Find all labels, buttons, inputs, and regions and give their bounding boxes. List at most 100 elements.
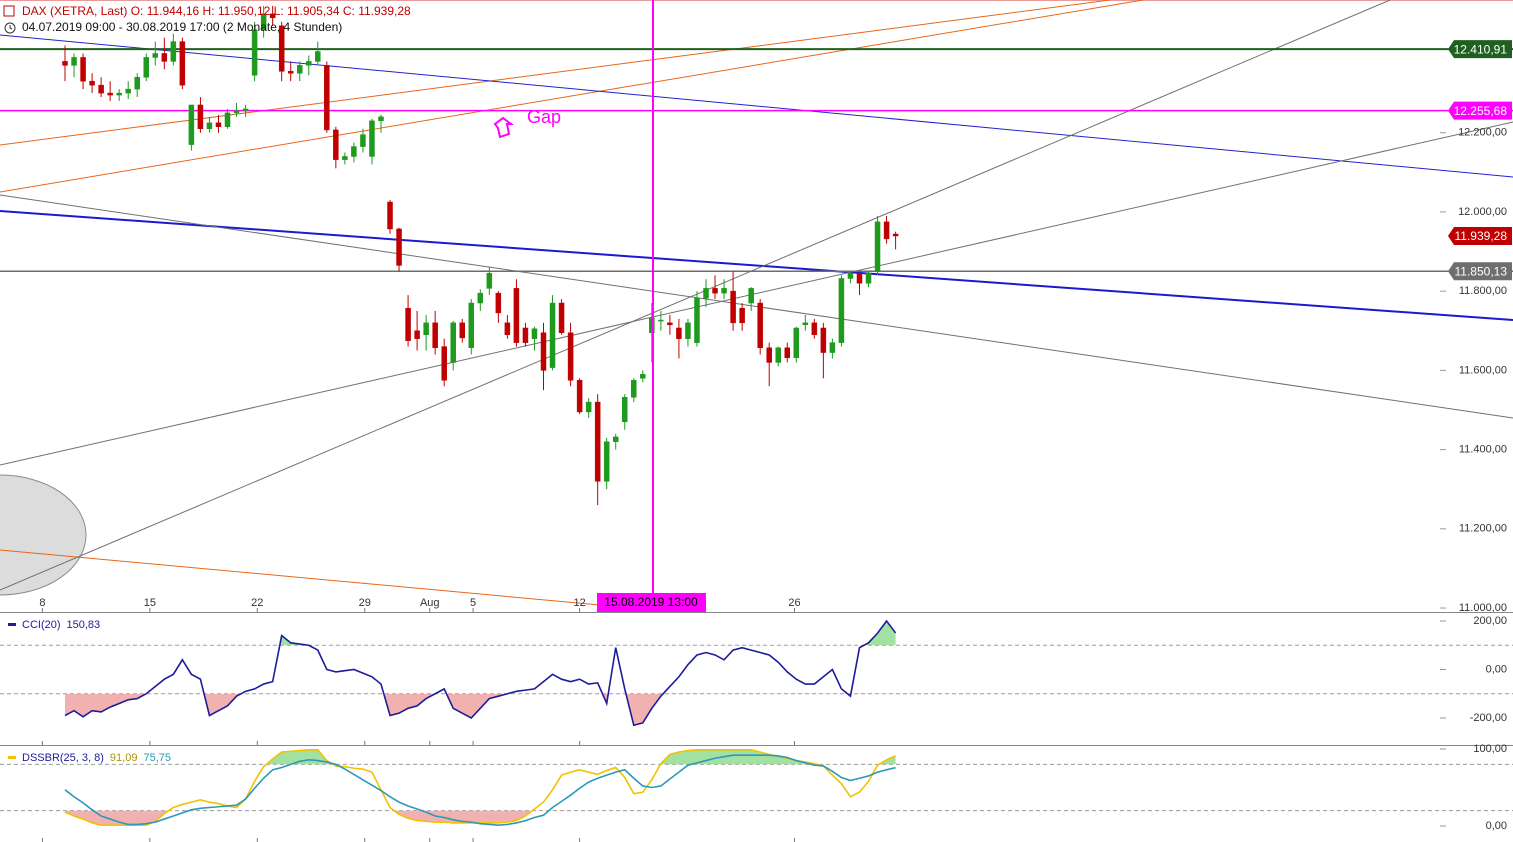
candle-body — [441, 346, 447, 381]
candle-body — [62, 61, 68, 66]
x-tick-label: 15 — [144, 597, 156, 609]
candle-body — [847, 273, 854, 279]
x-tick-label: 26 — [788, 597, 800, 609]
candle-body — [116, 92, 122, 96]
x-tick-label: 5 — [470, 597, 476, 609]
candle-body — [296, 65, 303, 74]
trend-line — [0, 549, 601, 606]
band-fill — [65, 693, 896, 726]
candle-body — [540, 332, 547, 371]
candle-body — [766, 347, 772, 363]
y-tick-label: 100,00 — [1473, 743, 1507, 755]
candle-body — [712, 288, 718, 294]
candle-body — [802, 322, 809, 326]
legend-label: DSSBR(25, 3, 8) — [22, 752, 104, 764]
candle-body — [459, 322, 465, 339]
candle-body — [784, 347, 791, 358]
candle-body — [260, 13, 267, 30]
time-marker-label: 15.08.2019 13:00 — [604, 595, 698, 609]
candle-body — [278, 25, 285, 72]
indicator-panels: 8 15 22 29 Aug 5 12 26 11.000,00 11.200,00 11.400,… — [0, 40, 1513, 842]
candle-body — [342, 156, 348, 160]
candle-body — [793, 327, 800, 358]
candle-body — [423, 322, 429, 335]
x-tick-label: Aug — [420, 597, 440, 609]
price-label-box — [1448, 40, 1512, 59]
y-tick-label: 11.200,00 — [1459, 523, 1507, 535]
candle-body — [387, 201, 393, 230]
candle-body — [306, 61, 312, 66]
candle-body — [612, 436, 619, 442]
candle-body — [486, 273, 493, 289]
candle-body — [71, 57, 77, 66]
candle-body — [206, 122, 213, 129]
candle-body — [432, 322, 438, 349]
candle-body — [504, 322, 511, 335]
candle-body — [405, 307, 411, 341]
candle-body — [369, 120, 375, 157]
chart-subtitle: 04.07.2019 09:00 - 30.08.2019 17:00 (2 M… — [22, 20, 342, 34]
candle-body — [378, 116, 384, 122]
candle-body — [721, 288, 727, 294]
y-tick-label: 11.400,00 — [1459, 443, 1507, 455]
candle-body — [414, 330, 420, 339]
candle-body — [333, 129, 339, 160]
candle-body — [495, 292, 502, 314]
candle-body — [125, 88, 131, 94]
candles — [62, 5, 899, 506]
candle-body — [269, 13, 276, 19]
y-tick-label: -200,00 — [1470, 712, 1507, 724]
candle-body — [134, 76, 140, 90]
candle-body — [730, 290, 736, 324]
candle-body — [820, 327, 827, 353]
x-tick-label: 12 — [573, 597, 585, 609]
y-tick-label: 200,00 — [1473, 615, 1507, 627]
candle-body — [622, 397, 628, 423]
candle-body — [161, 53, 168, 62]
band-fill — [65, 810, 533, 826]
candle-body — [531, 328, 538, 339]
indicator-line — [64, 619, 897, 727]
chart-title: DAX (XETRA, Last) O: 11.944,16 H: 11.950… — [22, 4, 411, 18]
candle-body — [224, 112, 231, 128]
candle-body — [549, 302, 556, 368]
legend-swatch — [8, 756, 16, 759]
time-marker-box — [597, 593, 706, 612]
candle-body — [287, 71, 294, 74]
candle-body — [576, 380, 583, 413]
trend-line — [0, 121, 1513, 466]
y-tick-label: 11.600,00 — [1459, 364, 1507, 376]
candle-body — [188, 104, 195, 145]
trend-line — [0, 0, 1391, 591]
band-fill — [266, 749, 896, 765]
candle-body — [107, 92, 113, 96]
candle-body — [143, 57, 150, 78]
candle-body — [748, 288, 754, 304]
candle-body — [98, 84, 104, 94]
candle-body — [874, 221, 881, 272]
candle-body — [396, 228, 402, 266]
candle-body — [558, 302, 565, 333]
candle-body — [450, 322, 456, 363]
candle-body — [649, 317, 655, 333]
candle-body — [838, 278, 845, 343]
candle-body — [757, 302, 763, 349]
candle-body — [685, 322, 691, 339]
clock-hands — [9, 25, 13, 30]
x-tick-label: 8 — [39, 597, 45, 609]
candle-body — [892, 233, 899, 237]
candle-body — [215, 122, 222, 128]
candle-body — [640, 374, 646, 379]
trend-line — [0, 0, 1144, 193]
candle-body — [856, 273, 863, 284]
y-tick-label: 12.200,00 — [1458, 127, 1507, 139]
candle-body — [567, 332, 574, 381]
clock-icon — [4, 22, 16, 34]
price-label: 11.850,13 — [1455, 264, 1508, 278]
indicator-panel: 200,00 0,00 -200,00 CCI(20) 150,83 — [0, 615, 1513, 746]
candle-body — [658, 319, 664, 322]
candle-body — [865, 273, 872, 284]
